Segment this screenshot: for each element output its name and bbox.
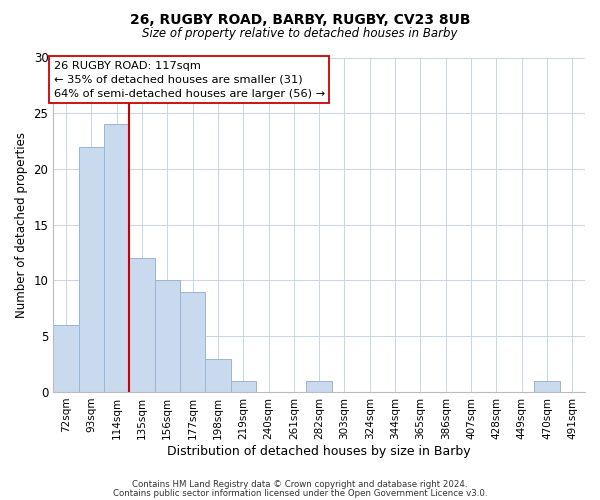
Text: 26, RUGBY ROAD, BARBY, RUGBY, CV23 8UB: 26, RUGBY ROAD, BARBY, RUGBY, CV23 8UB	[130, 12, 470, 26]
Text: Size of property relative to detached houses in Barby: Size of property relative to detached ho…	[142, 28, 458, 40]
Bar	[129, 258, 155, 392]
Bar	[53, 325, 79, 392]
Bar	[180, 292, 205, 392]
Bar	[205, 358, 230, 392]
Bar	[79, 146, 104, 392]
Bar	[307, 381, 332, 392]
Bar	[104, 124, 129, 392]
Bar	[155, 280, 180, 392]
Text: Contains HM Land Registry data © Crown copyright and database right 2024.: Contains HM Land Registry data © Crown c…	[132, 480, 468, 489]
Bar	[535, 381, 560, 392]
Text: Contains public sector information licensed under the Open Government Licence v3: Contains public sector information licen…	[113, 488, 487, 498]
Bar	[230, 381, 256, 392]
Text: 26 RUGBY ROAD: 117sqm
← 35% of detached houses are smaller (31)
64% of semi-deta: 26 RUGBY ROAD: 117sqm ← 35% of detached …	[54, 61, 325, 99]
X-axis label: Distribution of detached houses by size in Barby: Distribution of detached houses by size …	[167, 444, 471, 458]
Y-axis label: Number of detached properties: Number of detached properties	[15, 132, 28, 318]
